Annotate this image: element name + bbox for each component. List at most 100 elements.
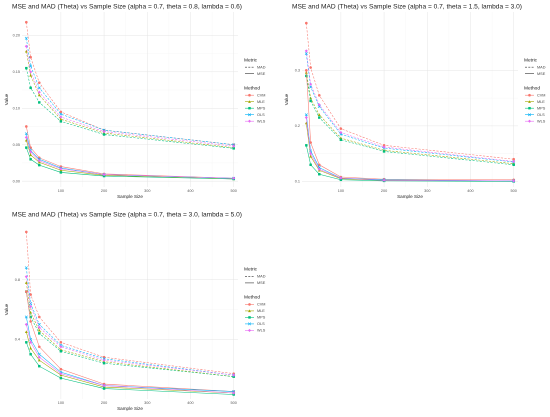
data-point bbox=[37, 328, 41, 332]
x-tick-label: 400 bbox=[187, 401, 193, 405]
legend-item-wls: WLS bbox=[257, 120, 266, 124]
series-mad-wls bbox=[304, 49, 516, 164]
series-line bbox=[26, 68, 234, 149]
data-point bbox=[25, 20, 28, 24]
data-point bbox=[305, 74, 308, 78]
series-line bbox=[306, 50, 514, 162]
data-point bbox=[38, 364, 41, 368]
data-point bbox=[339, 138, 343, 142]
data-point bbox=[309, 82, 313, 86]
data-point bbox=[59, 167, 63, 171]
legend-item-mle: MLE bbox=[537, 100, 545, 104]
x-tick-label: 200 bbox=[381, 189, 387, 193]
data-point bbox=[24, 132, 28, 136]
data-point bbox=[102, 384, 106, 388]
legend-item-ols: OLS bbox=[537, 113, 545, 117]
data-point bbox=[25, 125, 28, 128]
series-line bbox=[26, 126, 234, 179]
data-point bbox=[382, 144, 386, 147]
series-line bbox=[306, 70, 514, 181]
data-point bbox=[38, 101, 41, 104]
data-point bbox=[24, 44, 28, 48]
data-point bbox=[232, 176, 236, 180]
data-point bbox=[339, 127, 343, 130]
chart-panel-1: MSE and MAD (Theta) vs Sample Size (alph… bbox=[4, 4, 266, 200]
series-line bbox=[26, 51, 234, 148]
data-point bbox=[59, 110, 63, 114]
data-point bbox=[24, 138, 28, 142]
data-point bbox=[29, 304, 33, 309]
legend-key-shape-mle bbox=[248, 309, 251, 313]
legend-key-shape-ols bbox=[247, 322, 252, 326]
y-axis-label: Value bbox=[4, 93, 9, 105]
data-point bbox=[59, 350, 63, 353]
data-point bbox=[37, 93, 41, 97]
data-point bbox=[317, 167, 321, 171]
data-point bbox=[339, 176, 343, 180]
y-tick-label: 0.10 bbox=[13, 107, 20, 111]
data-point bbox=[29, 86, 32, 90]
series-mad-cvm bbox=[305, 21, 515, 161]
data-point bbox=[305, 144, 308, 147]
x-tick-label: 300 bbox=[424, 189, 430, 193]
series-line bbox=[26, 331, 234, 394]
data-point bbox=[309, 149, 313, 153]
data-point bbox=[24, 281, 28, 284]
y-tick-label: 0.8 bbox=[15, 278, 20, 282]
series-line bbox=[26, 324, 234, 394]
x-tick-label: 400 bbox=[187, 189, 193, 193]
legend-item-mad: MAD bbox=[537, 66, 546, 70]
x-tick-label: 300 bbox=[144, 189, 150, 193]
series-line bbox=[306, 53, 514, 163]
legend-key-shape-wls bbox=[527, 119, 532, 123]
series-line bbox=[26, 147, 234, 180]
chart-panel-2: MSE and MAD (Theta) vs Sample Size (alph… bbox=[284, 4, 546, 200]
legend-metric-title: Metric bbox=[244, 58, 258, 64]
series-line bbox=[26, 137, 234, 179]
plot-area bbox=[22, 12, 238, 187]
x-tick-label: 100 bbox=[338, 189, 344, 193]
legend-key-shape-mle bbox=[248, 100, 251, 103]
chart-title: MSE and MAD (Theta) vs Sample Size (alph… bbox=[292, 4, 522, 11]
legend-item-mps: MPS bbox=[257, 107, 266, 111]
y-tick-label: 0.1 bbox=[295, 180, 300, 184]
legend: Metric MAD MSE Method CVM MLE MPS OLS WLS bbox=[244, 58, 266, 124]
data-point bbox=[232, 373, 236, 377]
data-point bbox=[309, 96, 313, 100]
series-mad-wls bbox=[24, 275, 236, 377]
chart-title: MSE and MAD (Theta) vs Sample Size (alph… bbox=[12, 212, 242, 219]
data-point bbox=[24, 322, 28, 326]
data-point bbox=[59, 341, 63, 344]
data-point bbox=[29, 320, 32, 323]
data-point bbox=[304, 52, 308, 56]
series-line bbox=[306, 117, 514, 182]
data-point bbox=[102, 133, 106, 136]
data-point bbox=[102, 358, 106, 362]
legend-key-shape-cvm bbox=[248, 93, 251, 97]
data-point bbox=[24, 135, 28, 139]
legend-key-shape-mps bbox=[248, 106, 251, 110]
legend-item-wls: WLS bbox=[537, 120, 546, 124]
data-point bbox=[37, 352, 41, 356]
legend-metric-title: Metric bbox=[524, 58, 538, 64]
data-point bbox=[37, 355, 41, 359]
data-point bbox=[317, 103, 321, 107]
data-point bbox=[24, 266, 28, 270]
series-mse-wls bbox=[304, 115, 516, 183]
data-point bbox=[309, 66, 312, 69]
x-tick-label: 500 bbox=[231, 401, 237, 405]
data-point bbox=[24, 330, 28, 334]
data-point bbox=[309, 152, 313, 156]
data-point bbox=[512, 179, 516, 183]
legend-item-ols: OLS bbox=[257, 322, 265, 326]
data-point bbox=[382, 178, 386, 182]
data-point bbox=[339, 132, 343, 136]
data-point bbox=[29, 55, 32, 59]
series-line bbox=[306, 145, 514, 182]
data-point bbox=[29, 353, 32, 356]
data-point bbox=[305, 69, 308, 72]
legend-item-cvm: CVM bbox=[537, 94, 545, 98]
data-point bbox=[24, 315, 28, 319]
data-point bbox=[37, 358, 41, 362]
data-point bbox=[304, 49, 308, 53]
